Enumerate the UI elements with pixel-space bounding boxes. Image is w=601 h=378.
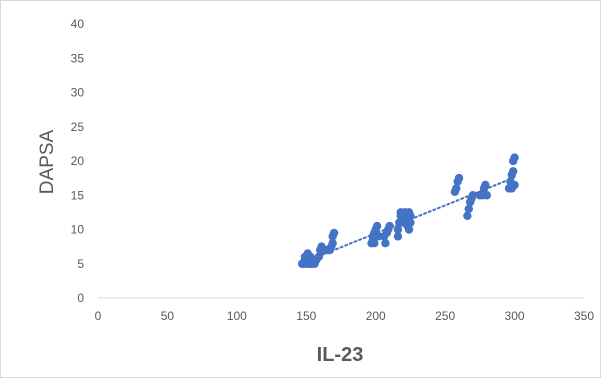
y-tick-label: 0 bbox=[77, 291, 84, 305]
data-point bbox=[406, 218, 415, 227]
data-point bbox=[508, 167, 518, 176]
x-tick-label: 350 bbox=[574, 309, 594, 323]
data-point bbox=[454, 173, 464, 183]
y-tick-label: 40 bbox=[71, 17, 85, 31]
x-tick-label: 200 bbox=[366, 309, 386, 323]
y-tick-label: 15 bbox=[71, 188, 85, 202]
data-point bbox=[482, 191, 491, 200]
x-tick-label: 100 bbox=[227, 309, 247, 323]
data-point bbox=[328, 239, 337, 248]
data-point bbox=[404, 225, 414, 234]
data-point bbox=[452, 184, 461, 193]
data-point bbox=[381, 239, 390, 248]
data-point bbox=[372, 221, 382, 231]
data-points bbox=[297, 153, 519, 268]
x-tick-label: 0 bbox=[95, 309, 102, 323]
y-tick-label: 25 bbox=[71, 120, 85, 134]
data-point bbox=[329, 228, 339, 238]
data-point bbox=[406, 211, 415, 220]
x-tick-label: 300 bbox=[505, 309, 525, 323]
data-point bbox=[393, 225, 403, 234]
y-axis-title: DAPSA bbox=[37, 129, 58, 194]
x-tick-label: 250 bbox=[435, 309, 455, 323]
y-tick-label: 10 bbox=[71, 223, 85, 237]
data-point bbox=[314, 252, 323, 262]
y-axis-ticks: 0 5 10 15 20 25 30 35 40 bbox=[71, 17, 85, 305]
y-tick-label: 5 bbox=[77, 257, 84, 271]
y-tick-label: 30 bbox=[71, 86, 85, 100]
x-axis-title: IL-23 bbox=[317, 344, 364, 366]
x-tick-label: 150 bbox=[296, 309, 316, 323]
data-point bbox=[510, 180, 519, 190]
data-point bbox=[464, 204, 473, 214]
x-axis-ticks: 0 50 100 150 200 250 300 350 bbox=[95, 309, 595, 323]
data-point bbox=[463, 211, 472, 220]
data-point bbox=[385, 221, 394, 231]
y-tick-label: 35 bbox=[71, 51, 85, 65]
x-tick-label: 50 bbox=[161, 309, 175, 323]
data-point bbox=[481, 180, 490, 190]
data-point bbox=[370, 239, 379, 248]
data-point bbox=[393, 232, 403, 241]
y-tick-label: 20 bbox=[71, 154, 85, 168]
data-point bbox=[468, 191, 478, 200]
data-point bbox=[510, 153, 519, 162]
